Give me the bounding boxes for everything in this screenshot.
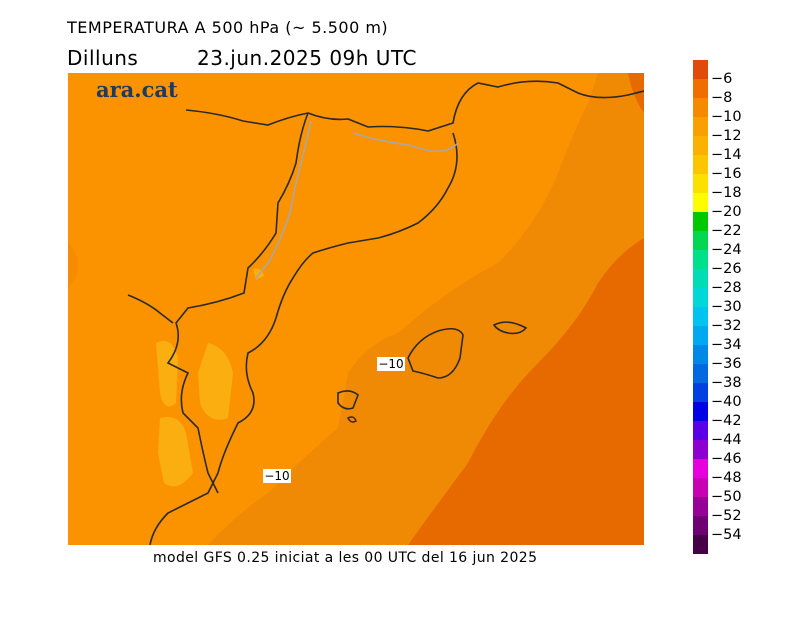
- legend-label: −48: [711, 470, 742, 486]
- legend-swatch: [693, 307, 708, 326]
- legend-swatch: [693, 402, 708, 421]
- band-minus8-minus6: [408, 238, 644, 545]
- legend-swatch: [693, 231, 708, 250]
- legend-swatch: [693, 383, 708, 402]
- west-border: [127, 294, 174, 324]
- isoline-label: −10: [377, 357, 405, 371]
- day-label: Dilluns: [67, 46, 139, 70]
- temperature-map: −10 −10: [68, 73, 644, 545]
- band-minus14-minus12-west: [68, 243, 78, 288]
- legend-swatch: [693, 535, 708, 554]
- legend-swatch: [693, 345, 708, 364]
- mallorca: [407, 327, 464, 379]
- legend-label: −22: [711, 223, 742, 239]
- legend-swatch: [693, 79, 708, 98]
- legend-label: −24: [711, 242, 742, 258]
- legend-label: −44: [711, 432, 742, 448]
- legend-label: −36: [711, 356, 742, 372]
- legend-swatch: [693, 60, 708, 79]
- legend-swatch: [693, 117, 708, 136]
- legend-swatch: [693, 174, 708, 193]
- legend-label: −6: [711, 71, 733, 87]
- formentera: [347, 416, 357, 423]
- legend-swatch: [693, 155, 708, 174]
- legend-label: −32: [711, 318, 742, 334]
- legend-swatch: [693, 440, 708, 459]
- color-scale-labels: −6 −8 −10 −12 −14 −16 −18 −20 −22 −24 −26 −28 −30 −32…: [711, 70, 742, 545]
- legend-label: −30: [711, 299, 742, 315]
- legend-swatch: [693, 364, 708, 383]
- legend-label: −38: [711, 375, 742, 391]
- datetime-label: 23.jun.2025 09h UTC: [197, 46, 417, 70]
- legend-label: −20: [711, 204, 742, 220]
- legend-label: −54: [711, 527, 742, 543]
- map-title: TEMPERATURA A 500 hPa (~ 5.500 m): [67, 18, 389, 37]
- legend-swatch: [693, 98, 708, 117]
- france-border: [352, 132, 459, 153]
- legend-label: −46: [711, 451, 742, 467]
- catalan-coast: [149, 132, 458, 545]
- map-subtitle: Dilluns 23.jun.2025 09h UTC: [67, 46, 416, 70]
- legend-swatch: [693, 250, 708, 269]
- inland-border: [166, 112, 309, 494]
- legend-swatch: [693, 459, 708, 478]
- legend-label: −12: [711, 128, 742, 144]
- legend-swatch: [693, 212, 708, 231]
- legend-label: −14: [711, 147, 742, 163]
- legend-swatch: [693, 421, 708, 440]
- legend-label: −26: [711, 261, 742, 277]
- model-info: model GFS 0.25 iniciat a les 00 UTC del …: [153, 550, 538, 566]
- isoline-label-text: −10: [378, 357, 403, 371]
- color-scale-bar: [693, 60, 708, 554]
- legend-swatch: [693, 288, 708, 307]
- coastline: [185, 80, 644, 132]
- legend-label: −8: [711, 90, 733, 106]
- legend-swatch: [693, 136, 708, 155]
- menorca: [492, 321, 528, 335]
- legend-label: −50: [711, 489, 742, 505]
- legend-label: −10: [711, 109, 742, 125]
- legend-swatch: [693, 516, 708, 535]
- legend-label: −16: [711, 166, 742, 182]
- band-minus14-minus12-south: [158, 417, 193, 487]
- isoline-label: −10: [263, 469, 291, 483]
- andorra-border: [255, 120, 312, 279]
- legend-swatch: [693, 269, 708, 288]
- legend-label: −34: [711, 337, 742, 353]
- legend-label: −28: [711, 280, 742, 296]
- band-minus14-minus12-ebro: [198, 343, 233, 420]
- legend-label: −40: [711, 394, 742, 410]
- brand-logo: ara.cat: [96, 77, 178, 102]
- legend-label: −18: [711, 185, 742, 201]
- legend-swatch: [693, 326, 708, 345]
- legend-swatch: [693, 497, 708, 516]
- ibiza: [337, 390, 359, 410]
- legend-label: −42: [711, 413, 742, 429]
- legend-label: −52: [711, 508, 742, 524]
- legend-swatch: [693, 478, 708, 497]
- isoline-label-text: −10: [264, 469, 289, 483]
- legend-swatch: [693, 193, 708, 212]
